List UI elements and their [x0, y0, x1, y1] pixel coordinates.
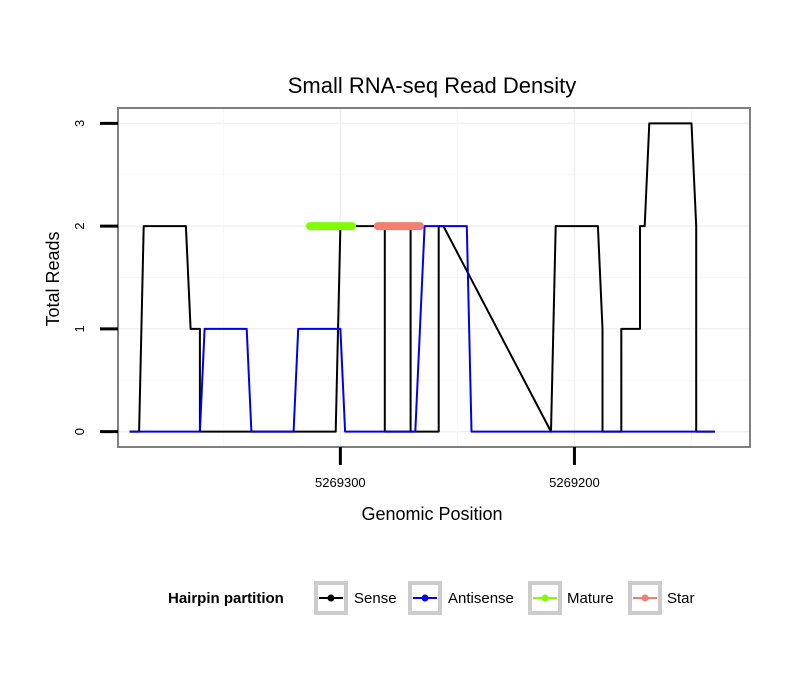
legend-entry-antisense: Antisense — [408, 581, 514, 615]
legend-key-dot — [641, 594, 649, 602]
x-tick-label: 5269300 — [315, 475, 366, 490]
x-tick-label: 5269200 — [549, 475, 600, 490]
legend-key-dot — [421, 594, 429, 602]
chart-title: Small RNA-seq Read Density — [288, 73, 577, 98]
legend-label-mature: Mature — [567, 590, 614, 607]
legend-key-dot — [327, 594, 335, 602]
y-tick-label: 1 — [72, 325, 87, 332]
y-tick-label: 3 — [72, 120, 87, 127]
legend-key-dot — [541, 594, 549, 602]
legend-label-antisense: Antisense — [448, 590, 514, 607]
legend-label-star: Star — [667, 590, 695, 607]
x-axis-title: Genomic Position — [361, 504, 502, 524]
legend-label-sense: Sense — [354, 590, 397, 607]
legend-entry-star: Star — [628, 581, 695, 615]
y-tick-label: 0 — [72, 428, 87, 435]
plot-border — [117, 107, 751, 448]
y-tick-label: 2 — [72, 222, 87, 229]
y-axis-title: Total Reads — [43, 231, 63, 326]
series-line-antisense — [129, 225, 715, 433]
legend-title: Hairpin partition — [168, 590, 284, 607]
legend-entry-sense: Sense — [314, 581, 397, 615]
legend-entry-mature: Mature — [528, 581, 614, 615]
